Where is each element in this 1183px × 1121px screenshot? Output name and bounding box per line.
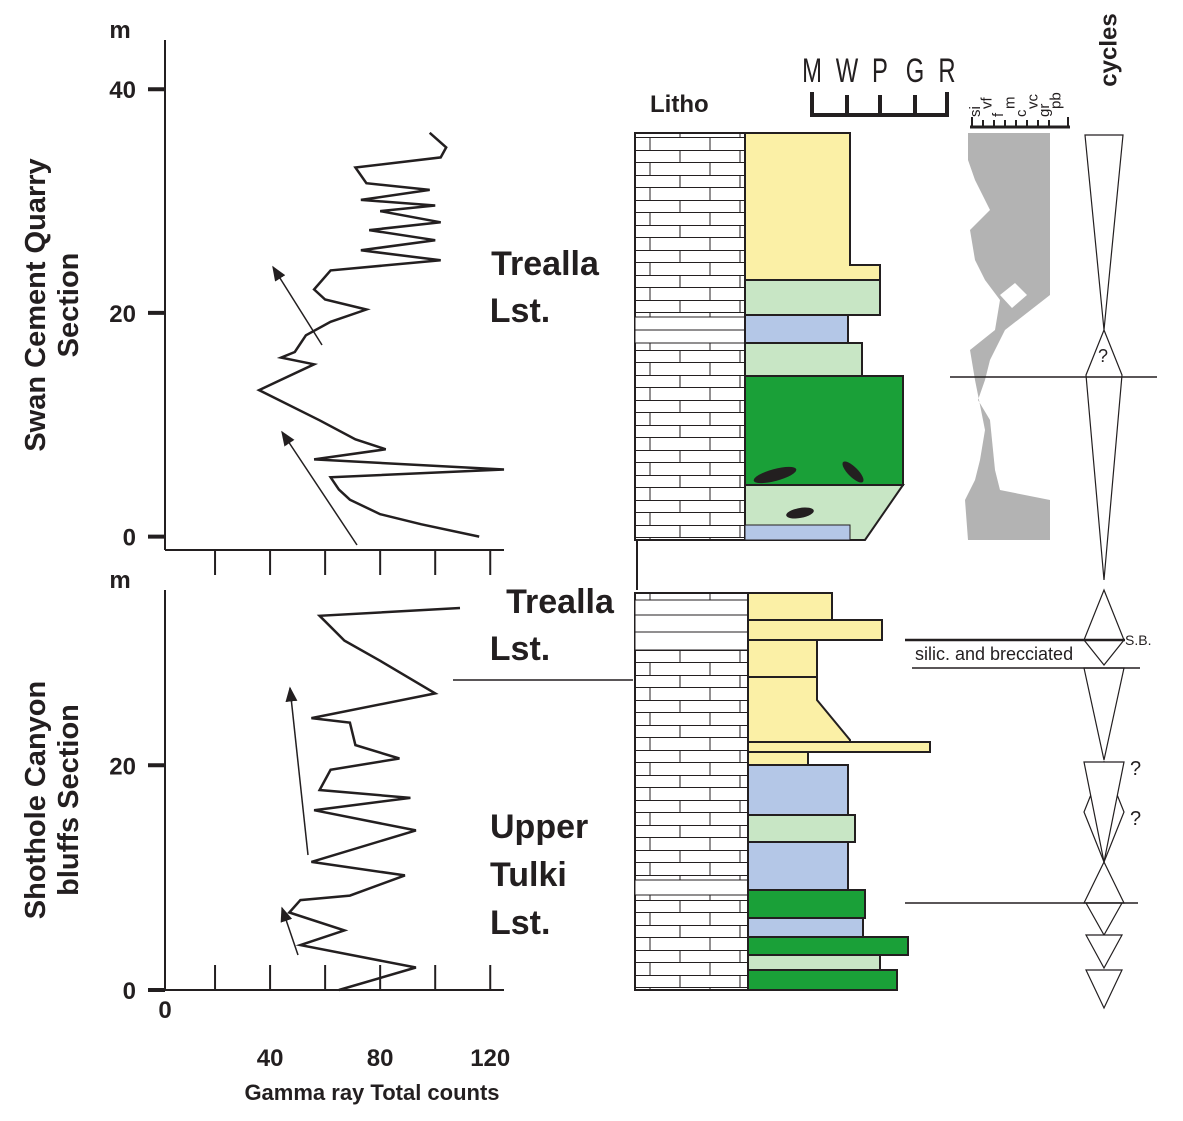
texture-label: R [938,52,955,90]
question-mark: ? [1098,346,1108,366]
y-tick-label: 20 [109,301,136,328]
section-title: Section [53,253,85,358]
unit-label: Lst. [490,292,550,330]
x-tick-label: 40 [257,1045,284,1072]
x-tick-label: 120 [470,1045,510,1072]
unit-label: Upper [490,808,588,846]
y-tick-label: 0 [123,978,136,1005]
texture-label: M [802,52,822,90]
gamma-curve [289,608,460,990]
unit-label: Tulki [490,856,567,894]
gamma-curve [259,133,504,537]
sb-label: S.B. [1125,632,1151,648]
section-title: bluffs Section [53,704,85,896]
cycles-label: cycles [1095,13,1122,86]
question-mark: ? [1130,808,1141,830]
unit-label: Trealla [506,583,615,621]
section-title: Swan Cement Quarry [20,158,52,451]
grain-label: m [1002,97,1019,110]
unit-label: Lst. [490,904,550,942]
litho-label: Litho [650,91,709,118]
x-tick-label: 0 [158,997,171,1024]
y-tick-label: 0 [123,525,136,552]
y-tick-label: 20 [109,753,136,780]
grain-label: c [1013,109,1030,117]
texture-label: G [906,52,925,90]
grain-label: vf [979,97,996,110]
figure: Litho cycles S.B. silic. and brecciated … [0,0,1183,1116]
y-tick-label: 40 [109,77,136,104]
question-mark: ? [1130,758,1141,780]
unit-label: Lst. [490,630,550,668]
section-title: Shothole Canyon [20,681,52,919]
x-axis-title: Gamma ray Total counts [244,1080,499,1105]
silic-label: silic. and brecciated [915,644,1073,664]
texture-label: W [836,52,859,90]
texture-label: P [872,52,888,90]
y-unit: m [109,17,130,44]
grain-label: f [990,112,1007,117]
unit-label: Trealla [491,245,600,283]
x-tick-label: 80 [367,1045,394,1072]
grain-label: pb [1048,92,1065,109]
y-unit: m [109,567,130,594]
